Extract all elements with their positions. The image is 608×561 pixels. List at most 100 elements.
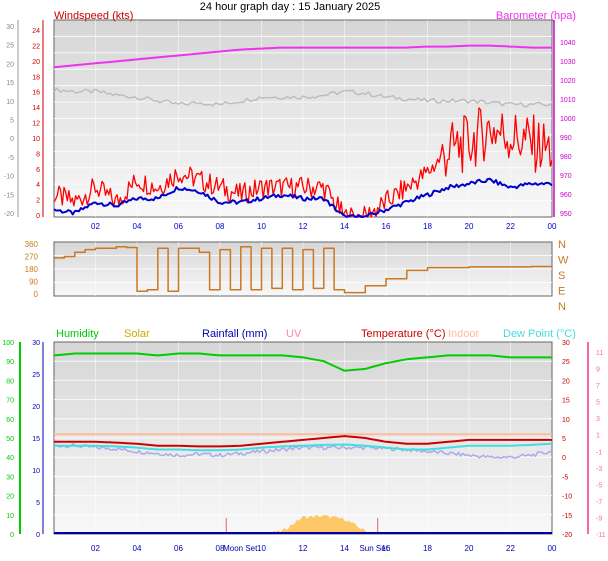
humidity-tick-label: 0 xyxy=(10,532,14,539)
rainfall-tick-label: 30 xyxy=(32,340,40,347)
temperature-x-tick-label: 16 xyxy=(382,544,391,553)
temperature-x-tick-label: 12 xyxy=(299,544,308,553)
wind-inner-tick-label: 14 xyxy=(32,105,40,112)
temperature-tick-label: -10 xyxy=(562,494,572,501)
dewpoint-line xyxy=(54,442,553,452)
humidity-tick-label: 40 xyxy=(6,455,14,462)
barometer-tick-label: 1030 xyxy=(560,59,576,66)
temperature-tick-label: 25 xyxy=(562,359,570,366)
temperature-x-tick-label: 10 xyxy=(257,544,266,553)
sun-set-label: Sun Set xyxy=(359,544,388,553)
wind-inner-tick-label: 18 xyxy=(32,74,40,81)
temperature-x-tick-label: 06 xyxy=(174,544,183,553)
uv-tick-label: -9 xyxy=(596,515,602,522)
wind-inner-tick-label: 22 xyxy=(32,43,40,50)
barometer-legend-label: Barometer (hpa) xyxy=(496,10,576,22)
barometer-line xyxy=(53,44,552,69)
uv-tick-label: -3 xyxy=(596,466,602,473)
wind-outer-tick-label: 20 xyxy=(6,61,14,68)
temperature-x-tick-label: 18 xyxy=(423,544,432,553)
wind-inner-tick-label: 20 xyxy=(32,59,40,66)
wind-inner-tick-label: 6 xyxy=(36,167,40,174)
humidity-tick-label: 70 xyxy=(6,398,14,405)
rainfall-tick-label: 5 xyxy=(36,500,40,507)
wind-x-tick-label: 02 xyxy=(91,222,100,231)
wind-inner-tick-label: 16 xyxy=(32,90,40,97)
wind-outer-tick-label: -15 xyxy=(4,192,14,199)
temperature-legend-label: Indoor xyxy=(448,328,480,340)
barometer-tick-label: 1010 xyxy=(560,97,576,104)
humidity-tick-label: 50 xyxy=(6,436,14,443)
wind-legend-label: Windspeed (kts) xyxy=(54,10,133,22)
barometer-tick-label: 990 xyxy=(560,135,572,142)
temperature-tick-label: 30 xyxy=(562,340,570,347)
temperature-x-tick-label: 08 xyxy=(216,544,225,553)
solar-area xyxy=(54,515,552,534)
wind-x-tick-label: 00 xyxy=(548,222,557,231)
rainfall-tick-label: 20 xyxy=(32,404,40,411)
temperature-tick-label: 10 xyxy=(562,417,570,424)
temperature-legend-label: Humidity xyxy=(56,328,99,340)
wind-x-tick-label: 20 xyxy=(465,222,474,231)
wind-inner-tick-label: 10 xyxy=(32,136,40,143)
temperature-tick-label: -15 xyxy=(562,513,572,520)
direction-compass-label: N xyxy=(558,301,566,313)
gust-line xyxy=(53,107,553,218)
direction-tick-label: 360 xyxy=(25,240,39,249)
barometer-tick-label: 1000 xyxy=(560,116,576,123)
wind-outer-tick-label: -5 xyxy=(8,155,14,162)
temperature-legend-label: Rainfall (mm) xyxy=(202,328,267,340)
temperature-x-tick-label: 22 xyxy=(506,544,515,553)
temperature-legend-label: Temperature (°C) xyxy=(361,328,445,340)
uv-tick-label: -1 xyxy=(596,449,602,456)
direction-tick-label: 0 xyxy=(34,290,39,299)
humidity-tick-label: 10 xyxy=(6,513,14,520)
temperature-legend-label: UV xyxy=(286,328,302,340)
uv-tick-label: -5 xyxy=(596,482,602,489)
wind-x-tick-label: 12 xyxy=(299,222,308,231)
uv-tick-label: 11 xyxy=(596,350,603,357)
wind-outer-tick-label: 0 xyxy=(10,136,14,143)
uv-tick-label: 5 xyxy=(596,400,600,407)
uv-tick-label: 7 xyxy=(596,383,600,390)
rainfall-tick-label: 15 xyxy=(32,436,40,443)
temperature-tick-label: 20 xyxy=(562,378,570,385)
humidity-tick-label: 100 xyxy=(2,340,14,347)
wind-outer-tick-label: 30 xyxy=(6,24,14,31)
wind-x-tick-label: 22 xyxy=(506,222,515,231)
wind-outer-tick-label: 25 xyxy=(6,43,14,50)
uv-tick-label: 1 xyxy=(596,433,600,440)
wind-x-tick-label: 14 xyxy=(340,222,349,231)
wind-inner-tick-label: 0 xyxy=(36,213,40,220)
average-wind-line xyxy=(53,177,553,218)
wind-x-tick-label: 10 xyxy=(257,222,266,231)
rainfall-tick-label: 25 xyxy=(32,372,40,379)
wind-x-tick-label: 04 xyxy=(133,222,142,231)
barometer-tick-label: 980 xyxy=(560,154,572,161)
wind-x-tick-label: 16 xyxy=(382,222,391,231)
temperature-x-tick-label: 14 xyxy=(340,544,349,553)
temperature-tick-label: 5 xyxy=(562,436,566,443)
temperature-tick-label: -20 xyxy=(562,532,572,539)
temperature-x-tick-label: 02 xyxy=(91,544,100,553)
humidity-tick-label: 30 xyxy=(6,474,14,481)
barometer-tick-label: 1040 xyxy=(560,40,576,47)
humidity-tick-label: 80 xyxy=(6,378,14,385)
uv-tick-label: 9 xyxy=(596,367,600,374)
humidity-line xyxy=(53,352,552,372)
direction-line xyxy=(54,246,553,294)
temperature-tick-label: 15 xyxy=(562,398,570,405)
wind-outer-tick-label: -20 xyxy=(4,211,14,218)
temperature-line xyxy=(54,435,552,448)
temperature-legend-label: Dew Point (°C) xyxy=(503,328,576,340)
direction-compass-label: N xyxy=(558,239,566,251)
uv-tick-label: -11 xyxy=(596,532,606,539)
rainfall-tick-label: 10 xyxy=(32,468,40,475)
temperature-legend-label: Solar xyxy=(124,328,150,340)
temperature-x-tick-label: 00 xyxy=(548,544,557,553)
temperature-tick-label: -5 xyxy=(562,474,568,481)
wind-inner-tick-label: 2 xyxy=(36,198,40,205)
ghost-series-line xyxy=(53,87,553,108)
humidity-tick-label: 20 xyxy=(6,494,14,501)
